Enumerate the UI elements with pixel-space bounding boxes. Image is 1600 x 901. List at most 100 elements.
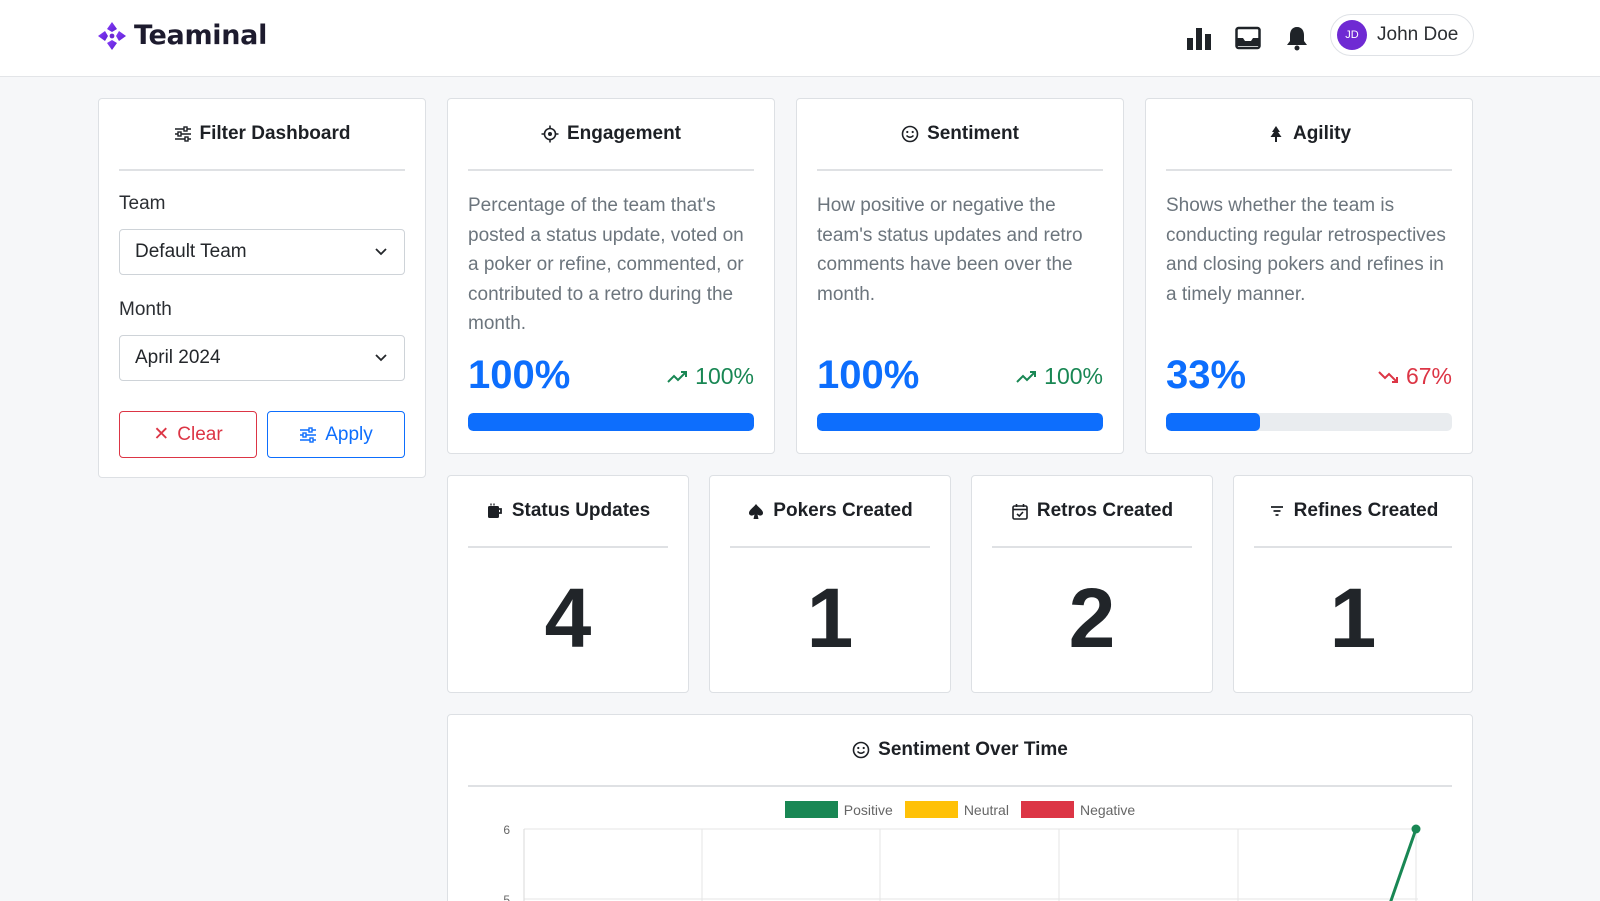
month-select[interactable]: April 2024: [119, 335, 405, 381]
sentiment-card: Sentiment How positive or negative the t…: [796, 98, 1124, 454]
trend-up-icon: [1016, 370, 1037, 383]
brand-logo[interactable]: Teaminal: [97, 20, 267, 51]
metric-title: Sentiment: [927, 123, 1019, 144]
team-select[interactable]: Default Team: [119, 229, 405, 275]
metric-trend-value: 67%: [1405, 363, 1452, 389]
pokers-created-card: Pokers Created 1: [709, 475, 951, 693]
legend-item-neutral[interactable]: Neutral: [904, 801, 1009, 818]
legend-item-negative[interactable]: Negative: [1020, 801, 1136, 818]
metric-value: 33%: [1166, 353, 1247, 397]
card-header: Pokers Created: [730, 476, 930, 548]
count-title: Refines Created: [1293, 500, 1439, 521]
team-select-value: Default Team: [135, 241, 247, 262]
metric-description: How positive or negative the team's stat…: [817, 195, 1083, 305]
legend-label: Neutral: [963, 801, 1009, 818]
card-header: Sentiment: [817, 99, 1103, 171]
card-header: Refines Created: [1254, 476, 1452, 548]
smile-icon: [852, 741, 870, 759]
trend-up-icon: [667, 370, 688, 383]
progress-fill: [1166, 413, 1261, 431]
count-value: 1: [1329, 571, 1377, 665]
chevron-down-icon: [375, 248, 387, 256]
target-icon: [541, 125, 559, 143]
engagement-card: Engagement Percentage of the team that's…: [447, 98, 775, 454]
cup-icon: [486, 502, 504, 520]
legend-swatch: [904, 801, 958, 818]
apply-label: Apply: [325, 423, 373, 445]
refines-created-card: Refines Created 1: [1233, 475, 1473, 693]
tree-icon: [1267, 125, 1285, 143]
metric-description: Percentage of the team that's posted a s…: [468, 195, 744, 334]
card-header: Engagement: [468, 99, 754, 171]
count-value: 4: [544, 571, 592, 665]
metric-trend: 100%: [1016, 363, 1103, 390]
legend-item-positive[interactable]: Positive: [784, 801, 893, 818]
count-value: 2: [1068, 571, 1116, 665]
legend-label: Positive: [843, 801, 893, 818]
metric-value: 100%: [468, 353, 571, 397]
apply-button[interactable]: Apply: [267, 411, 405, 458]
chart-title: Sentiment Over Time: [878, 739, 1068, 760]
metric-value: 100%: [817, 353, 920, 397]
brand-name: Teaminal: [134, 20, 268, 51]
card-header: Filter Dashboard: [119, 99, 405, 171]
count-title: Pokers Created: [773, 500, 913, 521]
sentiment-over-time-card: Sentiment Over Time Positive Neutral Neg…: [447, 714, 1473, 901]
trend-down-icon: [1378, 370, 1398, 383]
retros-created-card: Retros Created 2: [971, 475, 1213, 693]
spade-icon: [747, 502, 765, 520]
card-header: Retros Created: [992, 476, 1192, 548]
inbox-icon[interactable]: [1234, 24, 1262, 52]
engagement-progress: [468, 413, 754, 431]
y-tick-label: 6: [503, 823, 510, 837]
metric-title: Agility: [1292, 123, 1352, 144]
chart-legend: Positive Neutral Negative: [448, 801, 1472, 818]
chevron-down-icon: [375, 354, 387, 362]
metric-description: Shows whether the team is conducting reg…: [1166, 195, 1446, 305]
top-navbar: Teaminal JD John Doe: [0, 0, 1600, 77]
sentiment-chart-plot: 6 5: [503, 823, 1421, 901]
smile-icon: [901, 125, 919, 143]
legend-label: Negative: [1079, 801, 1136, 818]
clear-button[interactable]: ✕ Clear: [119, 411, 257, 458]
month-label: Month: [119, 299, 172, 320]
teaminal-logo-icon: [98, 21, 126, 50]
card-header: Sentiment Over Time: [468, 715, 1452, 787]
metric-trend: 100%: [667, 363, 754, 390]
avatar: JD: [1337, 20, 1367, 50]
agility-card: Agility Shows whether the team is conduc…: [1145, 98, 1473, 454]
user-name: John Doe: [1377, 24, 1459, 45]
series-line-positive: [1389, 828, 1418, 901]
clear-label: Clear: [177, 423, 223, 445]
month-select-value: April 2024: [135, 347, 221, 368]
legend-swatch: [784, 801, 838, 818]
y-tick-label: 5: [503, 893, 510, 901]
filter-icon: [1268, 502, 1286, 520]
team-label: Team: [119, 193, 166, 214]
metric-trend-value: 100%: [1044, 363, 1103, 389]
calendar-check-icon: [1011, 502, 1029, 520]
count-title: Status Updates: [511, 500, 651, 521]
sentiment-progress: [817, 413, 1103, 431]
filter-dashboard-card: Filter Dashboard Team Default Team Month…: [98, 98, 426, 478]
data-point[interactable]: [1411, 824, 1421, 834]
metric-title: Engagement: [566, 123, 682, 144]
metric-trend-value: 100%: [695, 363, 754, 389]
filter-title: Filter Dashboard: [199, 123, 351, 144]
sliders-icon: [174, 125, 192, 143]
count-value: 1: [806, 571, 854, 665]
legend-swatch: [1020, 801, 1074, 818]
user-menu-button[interactable]: JD John Doe: [1330, 14, 1474, 56]
sliders-icon: [300, 426, 317, 443]
close-icon: ✕: [153, 424, 170, 445]
card-header: Agility: [1166, 99, 1452, 171]
card-header: Status Updates: [468, 476, 668, 548]
bar-chart-icon[interactable]: [1185, 24, 1213, 52]
bell-icon[interactable]: [1283, 24, 1311, 52]
metric-trend: 67%: [1378, 363, 1452, 390]
progress-fill: [468, 413, 754, 431]
agility-progress: [1166, 413, 1452, 431]
status-updates-card: Status Updates 4: [447, 475, 689, 693]
count-title: Retros Created: [1036, 500, 1174, 521]
progress-fill: [817, 413, 1103, 431]
